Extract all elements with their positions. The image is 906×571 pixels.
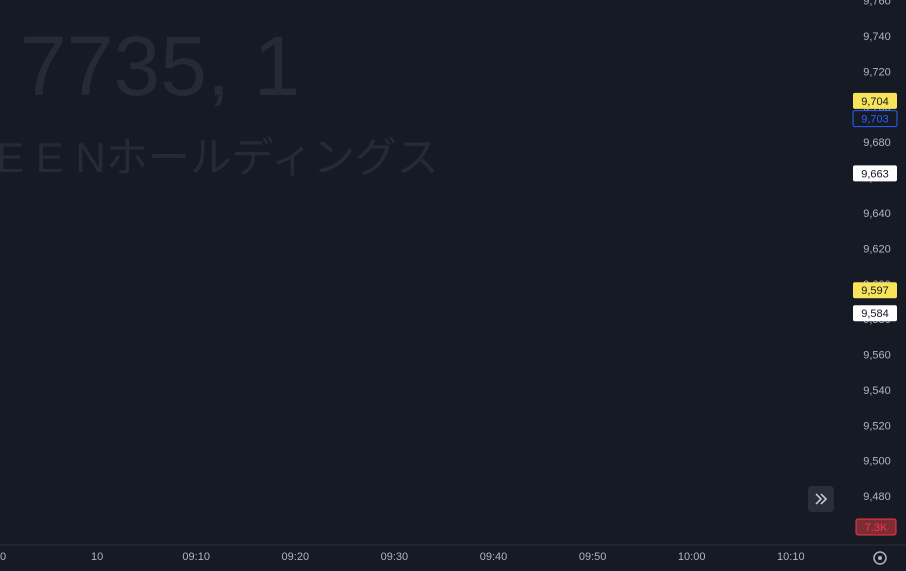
y-tick-label: 9,560 bbox=[863, 350, 891, 362]
ma-label: 9,703 bbox=[861, 114, 889, 126]
x-tick-label: 09:10 bbox=[182, 551, 210, 563]
settings-button[interactable] bbox=[873, 551, 887, 565]
y-tick-label: 9,520 bbox=[863, 420, 891, 432]
plot-area: 7735, 1 E E Nホールディングス bbox=[0, 19, 439, 181]
x-tick-label: 0 bbox=[0, 551, 6, 563]
x-tick-label: 10 bbox=[91, 551, 103, 563]
x-tick-label: 10:00 bbox=[678, 551, 706, 563]
y-tick-label: 9,480 bbox=[863, 491, 891, 503]
x-tick-label: 10:10 bbox=[777, 551, 805, 563]
x-tick-label: 09:50 bbox=[579, 551, 607, 563]
y-tick-label: 9,500 bbox=[863, 456, 891, 468]
y-tick-label: 9,680 bbox=[863, 137, 891, 149]
y-tick-label: 9,760 bbox=[863, 0, 891, 8]
y-tick-label: 9,720 bbox=[863, 66, 891, 78]
price-level-tag bbox=[853, 305, 897, 322]
watermark-symbol: 7735, 1 bbox=[20, 19, 300, 113]
y-tick-label: 9,540 bbox=[863, 385, 891, 397]
volume-tag bbox=[855, 518, 897, 536]
time-axis-panel bbox=[0, 545, 852, 571]
y-tick-label: 9,640 bbox=[863, 208, 891, 220]
x-tick-label: 09:40 bbox=[480, 551, 508, 563]
x-tick-label: 09:30 bbox=[381, 551, 409, 563]
price-level-label: 9,597 bbox=[861, 285, 889, 297]
scroll-button[interactable] bbox=[808, 486, 834, 512]
ma-tag bbox=[852, 110, 898, 128]
price-level-tag bbox=[853, 282, 897, 299]
price-level-tag bbox=[853, 92, 897, 109]
price-level-tag bbox=[853, 165, 897, 182]
price-level-label: 9,704 bbox=[861, 96, 889, 108]
price-level-label: 9,663 bbox=[861, 168, 889, 180]
price-level-label: 9,584 bbox=[861, 308, 889, 320]
y-tick-label: 9,620 bbox=[863, 243, 891, 255]
watermark-name: E E Nホールディングス bbox=[0, 134, 439, 181]
x-tick-label: 09:20 bbox=[282, 551, 310, 563]
volume-label: 7.3K bbox=[865, 522, 888, 534]
y-tick-label: 9,740 bbox=[863, 31, 891, 43]
